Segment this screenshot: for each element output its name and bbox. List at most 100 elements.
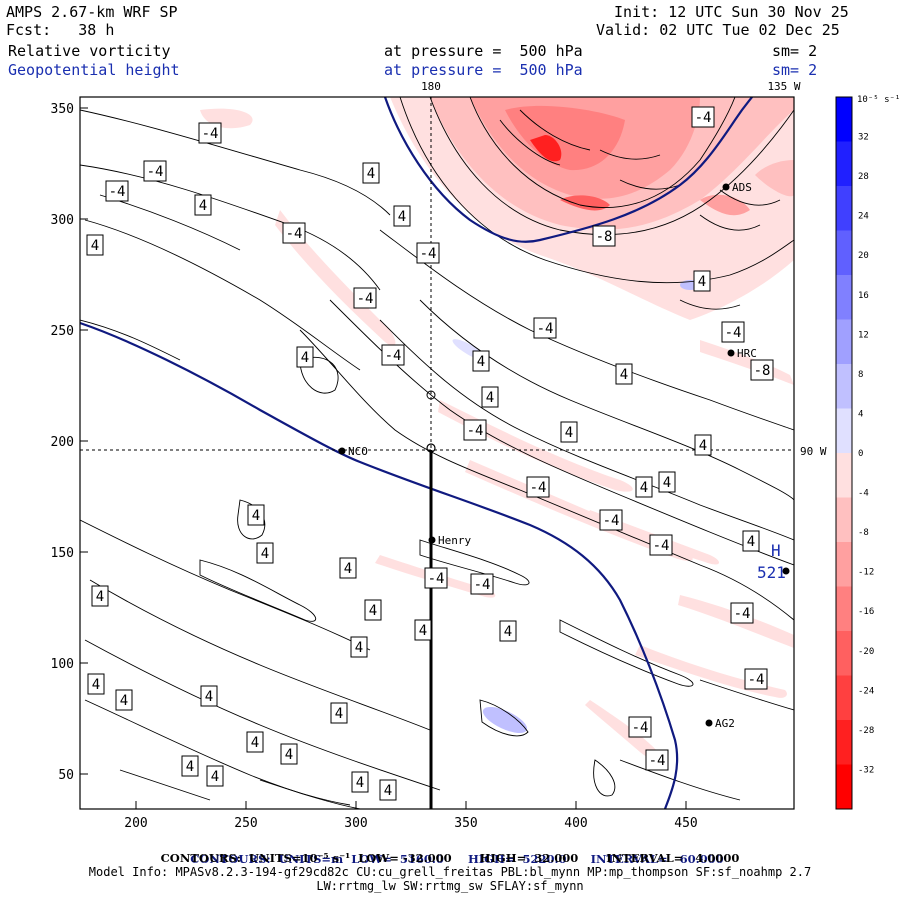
colorbar-segment <box>836 186 852 231</box>
contour-label: -4 <box>385 348 402 364</box>
model-title: AMPS 2.67-km WRF SP <box>6 3 178 21</box>
station-name: AG2 <box>715 717 735 730</box>
x-tick-label: 300 <box>344 816 367 831</box>
x-tick-label: 450 <box>674 816 697 831</box>
valid-time: Valid: 02 UTC Tue 02 Dec 25 <box>596 21 840 39</box>
colorbar-tick-label: 8 <box>858 370 863 380</box>
contour-label: -4 <box>649 753 666 769</box>
contour-label-box <box>296 346 314 368</box>
contour-label-box <box>350 636 368 658</box>
colorbar-segment <box>836 275 852 320</box>
contour-label: -4 <box>147 164 164 180</box>
contour-label: 4 <box>698 274 706 290</box>
y-tick-label: 300 <box>51 213 74 228</box>
station-marker <box>727 349 735 357</box>
colorbar-segment <box>836 497 852 543</box>
contour-label: 4 <box>344 561 352 577</box>
footer-height-interval: INTERVAL= 60.000 <box>590 852 724 866</box>
contour-label: -4 <box>467 423 484 439</box>
x-tick-label: 350 <box>454 816 477 831</box>
contour-label: 4 <box>640 480 648 496</box>
contour-label-box <box>463 419 487 441</box>
contour-label-box <box>693 270 711 292</box>
station-name: NCO <box>348 445 368 458</box>
contour-label-box <box>472 350 490 372</box>
colorbar-segment <box>836 364 852 409</box>
contour-label: -4 <box>603 513 620 529</box>
contour-label: 4 <box>335 706 343 722</box>
x-tick-label: 200 <box>124 816 147 831</box>
forecast-hour: Fcst: 38 h <box>6 21 115 39</box>
station-marker <box>338 447 346 455</box>
contour-label: 4 <box>699 438 707 454</box>
meridian-180-label: 180 <box>421 80 441 93</box>
contour-label: -4 <box>286 226 303 242</box>
contour-label-box <box>364 599 382 621</box>
contour-label: 4 <box>384 783 392 799</box>
contour-label: 4 <box>620 367 628 383</box>
contour-label: -4 <box>653 538 670 554</box>
high-pressure-value: 521 <box>757 563 786 582</box>
footer-height-high: HIGH= 5220.0 <box>467 852 567 866</box>
station-name: HRC <box>737 347 757 360</box>
contour-label: 4 <box>120 693 128 709</box>
colorbar-segment <box>836 408 852 454</box>
contour-label-box <box>206 765 224 787</box>
contour-label-box <box>194 194 212 216</box>
parallel-90w-label: 90 W <box>800 445 827 458</box>
colorbar-segment <box>836 720 852 765</box>
colorbar-tick-label: -16 <box>858 607 874 617</box>
contour-label: 4 <box>186 759 194 775</box>
y-tick-label: 200 <box>51 435 74 450</box>
contour-label-box <box>381 344 405 366</box>
field-vorticity: Relative vorticity <box>8 42 171 60</box>
contour-label-box <box>721 321 745 343</box>
contour-label-box <box>744 668 768 690</box>
colorbar-tick-label: -4 <box>858 489 869 499</box>
contour-label-box <box>470 573 494 595</box>
contour-label: 4 <box>369 603 377 619</box>
high-pressure-label: H <box>771 541 781 560</box>
height-contours <box>80 97 753 809</box>
contour-label-box <box>143 160 167 182</box>
contour-label: -4 <box>725 325 742 341</box>
contour-label: 4 <box>211 769 219 785</box>
contour-label-box <box>200 685 218 707</box>
contour-label-box <box>256 542 274 564</box>
contour-label-box <box>379 779 397 801</box>
meridian-135w-label: 135 W <box>767 80 800 93</box>
contour-label: -4 <box>428 571 445 587</box>
colorbar-tick-label: 0 <box>858 449 863 459</box>
colorbar-tick-label: 24 <box>858 212 869 222</box>
contour-label-box <box>481 386 499 408</box>
y-tick-label: 100 <box>51 657 74 672</box>
contour-label-box <box>592 225 616 247</box>
contour-label-box <box>87 673 105 695</box>
init-time: Init: 12 UTC Sun 30 Nov 25 <box>614 3 849 21</box>
contour-label: 4 <box>398 209 406 225</box>
colorbar-frame <box>835 96 853 810</box>
vorticity-fill-layer <box>200 97 794 763</box>
contour-label: 4 <box>252 508 260 524</box>
smoothing-1: sm= 2 <box>772 42 818 60</box>
colorbar-units: 10⁻⁵ s⁻¹ <box>857 95 900 105</box>
contour-label-box <box>750 359 774 381</box>
contour-label: 4 <box>565 425 573 441</box>
pole-ring <box>426 390 436 400</box>
pressure-level-2: at pressure = 500 hPa <box>384 61 583 79</box>
contour-label-box <box>599 509 623 531</box>
contour-label-box <box>86 234 104 256</box>
contour-label: -4 <box>695 110 712 126</box>
contour-label: 4 <box>367 166 375 182</box>
contour-label-box <box>339 557 357 579</box>
contour-label: -4 <box>474 577 491 593</box>
contour-label-box <box>351 771 369 793</box>
colorbar-segment <box>836 141 852 187</box>
contour-label-box <box>635 476 653 498</box>
colorbar-tick-label: 32 <box>858 133 869 143</box>
contour-label: 4 <box>96 589 104 605</box>
contour-label: -4 <box>530 480 547 496</box>
contour-label: 4 <box>747 534 755 550</box>
colorbar-tick-label: 4 <box>858 409 863 419</box>
contour-label: -4 <box>357 291 374 307</box>
